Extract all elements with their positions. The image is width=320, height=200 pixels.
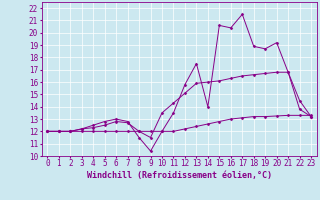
- X-axis label: Windchill (Refroidissement éolien,°C): Windchill (Refroidissement éolien,°C): [87, 171, 272, 180]
